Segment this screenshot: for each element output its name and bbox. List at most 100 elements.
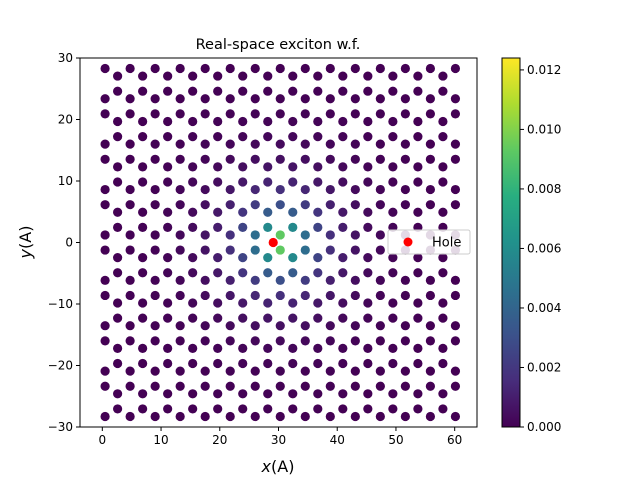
legend-hole-marker: [403, 237, 413, 247]
x-axis-label: x(A): [261, 457, 295, 476]
lattice-point: [438, 268, 448, 278]
lattice-point: [400, 184, 410, 195]
lattice-point: [413, 358, 423, 369]
lattice-point: [275, 321, 285, 331]
lattice-point: [425, 94, 435, 104]
lattice-point: [338, 222, 348, 232]
lattice-point: [113, 222, 123, 232]
lattice-point: [250, 154, 260, 164]
lattice-point: [200, 336, 210, 346]
lattice-point: [338, 116, 348, 127]
lattice-point: [438, 389, 448, 399]
lattice-point: [413, 132, 423, 142]
lattice-point: [200, 94, 210, 104]
lattice-point: [388, 253, 398, 263]
lattice-point: [363, 71, 373, 81]
lattice-point: [175, 321, 185, 331]
lattice-point: [100, 411, 110, 422]
lattice-point: [400, 154, 410, 164]
lattice-point: [313, 268, 323, 278]
lattice-point: [125, 275, 135, 285]
lattice-point: [113, 298, 123, 308]
lattice-point: [200, 321, 210, 331]
lattice-point: [325, 275, 335, 285]
lattice-point: [238, 313, 248, 323]
lattice-point: [363, 404, 373, 414]
lattice-point: [438, 162, 448, 172]
lattice-point: [288, 253, 298, 263]
lattice-point: [238, 253, 248, 263]
lattice-point: [438, 343, 448, 353]
lattice-point: [138, 86, 148, 96]
lattice-point: [450, 381, 461, 391]
lattice-point: [250, 366, 260, 376]
lattice-point: [138, 222, 148, 232]
lattice-point: [375, 63, 385, 74]
lattice-point: [175, 94, 185, 104]
lattice-point: [300, 139, 310, 149]
colorbar-tick-label: 0.012: [527, 63, 561, 77]
lattice-point: [425, 200, 435, 210]
lattice-point: [200, 154, 210, 164]
lattice-point: [338, 207, 348, 217]
lattice-point: [275, 94, 285, 104]
lattice-point: [450, 290, 461, 301]
lattice-point: [400, 109, 410, 119]
lattice-point: [363, 389, 373, 399]
lattice-point: [375, 245, 385, 255]
lattice-point: [175, 275, 185, 285]
hole-marker: [268, 237, 278, 248]
lattice-point: [175, 139, 185, 149]
lattice-point: [338, 404, 348, 414]
lattice-point: [288, 404, 298, 414]
lattice-point: [313, 162, 323, 172]
lattice-point: [225, 94, 235, 104]
lattice-point: [413, 71, 423, 81]
lattice-point: [125, 290, 135, 301]
lattice-point: [338, 86, 348, 96]
lattice-point: [350, 321, 360, 331]
lattice-point: [388, 313, 398, 323]
lattice-point: [313, 343, 323, 353]
lattice-point: [450, 154, 461, 164]
lattice-point: [163, 253, 173, 263]
y-tick-label: 0: [65, 236, 73, 250]
lattice-point: [100, 63, 110, 74]
lattice-point: [425, 321, 435, 331]
y-tick-label: −20: [48, 359, 73, 373]
lattice-point: [325, 94, 335, 104]
lattice-point: [188, 253, 198, 263]
lattice-point: [375, 94, 385, 104]
lattice-point: [375, 366, 385, 376]
lattice-point: [138, 162, 148, 172]
y-axis-label-var: y: [16, 248, 35, 259]
lattice-point: [363, 343, 373, 353]
lattice-point: [400, 63, 410, 74]
lattice-point: [188, 313, 198, 323]
lattice-point: [238, 132, 248, 142]
lattice-point: [138, 132, 148, 142]
lattice-point: [425, 63, 435, 74]
lattice-point: [250, 245, 260, 255]
lattice-point: [450, 200, 461, 210]
lattice-point: [150, 290, 160, 301]
lattice-point: [300, 230, 310, 240]
lattice-point: [325, 184, 335, 195]
lattice-point: [163, 71, 173, 81]
lattice-point: [263, 132, 273, 142]
lattice-point: [288, 116, 298, 127]
x-axis-label-unit: (A): [271, 457, 294, 476]
lattice-point: [325, 109, 335, 119]
lattice-point: [313, 253, 323, 263]
lattice-point: [388, 132, 398, 142]
lattice-point: [425, 154, 435, 164]
lattice-point: [138, 116, 148, 127]
lattice-point: [438, 177, 448, 187]
lattice-point: [163, 343, 173, 353]
lattice-point: [338, 268, 348, 278]
lattice-point: [138, 207, 148, 217]
lattice-point: [175, 411, 185, 422]
lattice-point: [425, 336, 435, 346]
lattice-point: [363, 116, 373, 127]
